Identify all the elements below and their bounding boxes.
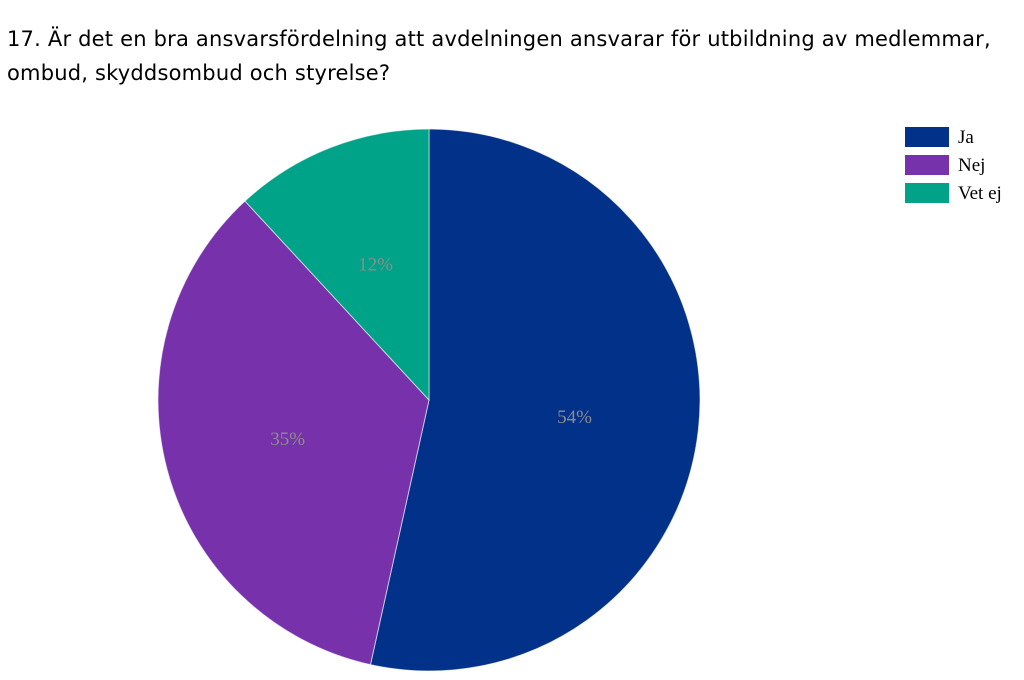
legend-label-ja: Ja — [958, 127, 974, 148]
slice-label-ja: 54% — [557, 407, 592, 428]
pie-slice-labels: 54% 35% 12% — [270, 255, 592, 451]
slice-label-vet-ej: 12% — [358, 255, 393, 276]
pie-slice-vet-ej — [244, 128, 430, 402]
chart-title: 17. Är det en bra ansvarsfördelning att … — [7, 27, 991, 85]
pie-slices — [157, 128, 701, 672]
legend-label-vet-ej: Vet ej — [958, 183, 1002, 204]
legend: Ja Nej Vet ej — [905, 127, 1002, 204]
legend-label-nej: Nej — [958, 155, 985, 176]
legend-swatch-vet-ej — [905, 183, 949, 203]
legend-swatch-ja — [905, 127, 949, 147]
pie-slice-ja — [369, 128, 701, 672]
slice-label-nej: 35% — [270, 429, 305, 450]
legend-swatch-nej — [905, 155, 949, 175]
pie-slice-nej — [157, 200, 430, 666]
